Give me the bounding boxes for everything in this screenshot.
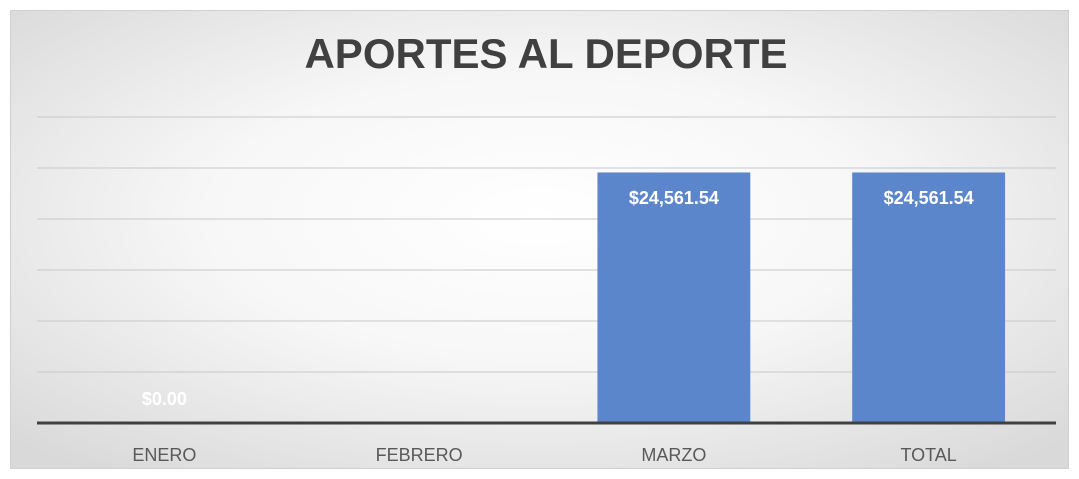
data-label: $24,561.54 [884,188,974,208]
bar [597,172,751,423]
x-tick-label: TOTAL [900,445,956,465]
x-tick-label: MARZO [641,445,706,465]
x-tick-label: FEBRERO [376,445,463,465]
data-label: $0.00 [142,389,187,409]
x-tick-label: ENERO [132,445,196,465]
chart-title: APORTES AL DEPORTE [304,30,787,77]
bar [852,172,1006,423]
data-label: $24,561.54 [629,188,719,208]
